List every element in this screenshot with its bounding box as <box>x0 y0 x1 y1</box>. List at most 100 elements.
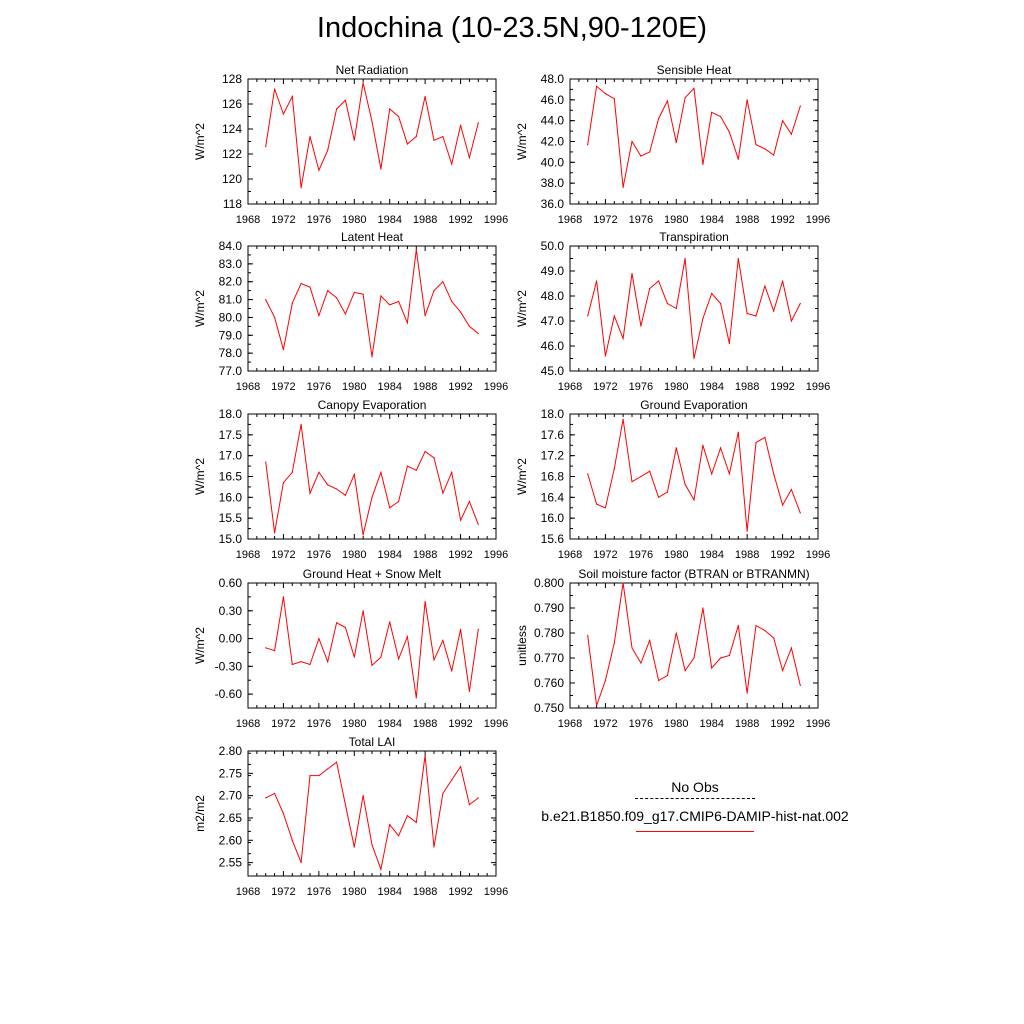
data-point <box>773 154 775 156</box>
y-tick-label: 46.0 <box>541 93 565 107</box>
data-point <box>719 657 722 659</box>
data-point <box>335 622 338 624</box>
data-point <box>371 664 373 667</box>
data-point <box>442 492 444 494</box>
y-tick-label: 2.75 <box>219 766 243 780</box>
data-point <box>773 637 775 639</box>
x-tick-label: 1976 <box>307 549 331 561</box>
data-point <box>397 835 400 837</box>
data-point <box>719 447 722 449</box>
data-point <box>282 348 285 351</box>
x-tick-label: 1972 <box>593 381 617 393</box>
data-point <box>649 151 651 153</box>
data-point <box>291 471 293 473</box>
x-tick-label: 1972 <box>593 549 617 561</box>
x-tick-label: 1980 <box>342 718 366 730</box>
data-point <box>282 596 285 598</box>
data-point <box>684 97 686 99</box>
x-tick-label: 1984 <box>699 718 723 730</box>
data-point <box>459 766 462 768</box>
data-point <box>433 659 435 661</box>
data-point <box>424 600 426 603</box>
x-tick-label: 1968 <box>558 549 582 561</box>
x-tick-label: 1968 <box>236 549 260 561</box>
data-point <box>300 423 302 426</box>
y-axis-label: W/m^2 <box>515 458 529 495</box>
data-point <box>649 287 651 290</box>
y-tick-label: 16.5 <box>219 470 243 484</box>
x-tick-label: 1968 <box>558 381 582 393</box>
data-point <box>451 779 453 781</box>
x-tick-label: 1996 <box>484 718 508 730</box>
data-point <box>737 624 739 627</box>
data-point <box>764 629 766 632</box>
y-tick-label: 0.770 <box>534 651 564 665</box>
x-tick-label: 1996 <box>806 549 830 561</box>
x-tick-label: 1996 <box>806 214 830 226</box>
data-point <box>711 667 713 669</box>
y-tick-label: 46.0 <box>541 339 565 353</box>
y-axis-label: m2/m2 <box>193 795 207 832</box>
data-point <box>781 504 784 506</box>
data-point <box>362 795 364 797</box>
data-point <box>746 692 748 694</box>
data-point <box>335 761 338 763</box>
data-point <box>587 144 589 146</box>
data-point <box>389 621 391 623</box>
x-tick-label: 1972 <box>593 214 617 226</box>
y-tick-label: 42.0 <box>541 135 565 149</box>
x-tick-label: 1984 <box>377 381 401 393</box>
data-point <box>631 647 633 649</box>
plot-frame <box>247 582 497 709</box>
data-point <box>711 111 713 113</box>
data-point <box>318 315 320 317</box>
data-point <box>309 286 311 288</box>
data-point <box>711 292 713 295</box>
panel-title: Latent Heat <box>341 230 404 244</box>
data-point <box>362 293 364 295</box>
data-point <box>397 658 400 660</box>
panel-7: Ground Heat + Snow Melt W/m^2 1968 1972 1976… <box>193 567 508 730</box>
x-tick-label: 1968 <box>236 214 260 226</box>
data-point <box>477 332 479 335</box>
data-point <box>335 108 338 110</box>
data-point <box>737 431 739 433</box>
data-point <box>764 285 766 287</box>
data-point <box>335 488 338 490</box>
panel-2: Sensible Heat W/m^2 1968 1972 1976 1980 1984 19… <box>515 63 830 226</box>
y-tick-label: 40.0 <box>541 155 565 169</box>
x-tick-label: 1968 <box>558 214 582 226</box>
legend-obs-label: No Obs <box>671 779 719 795</box>
data-point <box>451 163 453 165</box>
data-point <box>389 824 391 826</box>
data-point <box>604 92 607 95</box>
y-tick-label: 44.0 <box>541 114 565 128</box>
y-tick-label: 48.0 <box>541 72 565 86</box>
y-tick-label: 18.0 <box>541 407 565 421</box>
data-point <box>362 82 364 84</box>
data-point <box>415 248 417 251</box>
y-tick-label: 0.780 <box>534 626 564 640</box>
y-tick-label: 124 <box>222 122 242 136</box>
x-tick-label: 1976 <box>307 381 331 393</box>
y-tick-label: 16.0 <box>541 511 565 525</box>
data-point <box>406 815 409 817</box>
data-point <box>684 257 686 260</box>
y-tick-label: 0.00 <box>219 632 243 646</box>
data-point <box>459 124 462 126</box>
panel-5: Canopy Evaporation W/m^2 1968 1972 1976 1980 1… <box>193 398 508 561</box>
y-tick-label: 45.0 <box>541 364 565 378</box>
y-axis-label: W/m^2 <box>515 123 529 160</box>
panel-title: Total LAI <box>349 735 396 749</box>
y-axis-label: unitless <box>515 625 529 666</box>
data-point <box>702 444 704 446</box>
data-point <box>764 148 766 150</box>
data-point <box>631 481 633 483</box>
x-tick-label: 1980 <box>664 381 688 393</box>
data-point <box>675 307 677 310</box>
y-tick-label: 2.65 <box>219 811 243 825</box>
data-point <box>790 647 793 649</box>
data-point <box>640 475 642 478</box>
data-point <box>468 690 471 692</box>
data-point <box>613 468 615 470</box>
